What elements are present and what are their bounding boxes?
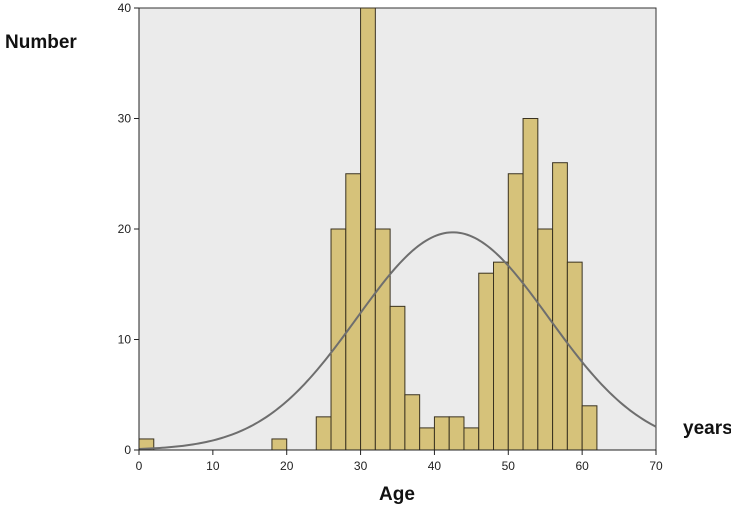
y-tick-label: 20 <box>118 222 132 236</box>
x-tick-label: 20 <box>280 459 294 473</box>
histogram-bar <box>463 427 480 451</box>
histogram-bar <box>478 272 495 451</box>
histogram-bar <box>345 173 362 451</box>
x-axis-unit-label: years <box>683 418 731 439</box>
histogram-bar <box>433 416 450 451</box>
histogram-bar <box>419 427 435 451</box>
bars-group <box>138 7 598 451</box>
histogram-bar <box>581 405 598 451</box>
histogram-bar <box>566 261 583 451</box>
y-tick-label: 40 <box>118 1 132 15</box>
histogram-bar <box>330 228 347 451</box>
axes-group: 0 10 20 30 40 0 10 20 30 40 50 60 70 <box>118 1 663 473</box>
histogram-bar <box>537 228 554 451</box>
histogram-bar <box>360 7 376 451</box>
histogram-bar <box>315 416 332 451</box>
histogram-bar <box>374 228 391 451</box>
x-tick-label: 60 <box>575 459 589 473</box>
x-tick-label: 0 <box>136 459 143 473</box>
y-axis-title: Number <box>5 32 77 53</box>
x-tick-label: 70 <box>649 459 663 473</box>
x-tick-label: 50 <box>502 459 516 473</box>
histogram-bar <box>389 305 406 451</box>
x-tick-label: 10 <box>206 459 220 473</box>
histogram-bar <box>493 261 509 451</box>
histogram-bar <box>522 118 539 451</box>
histogram-bar <box>448 416 465 451</box>
histogram-bar <box>507 173 524 451</box>
y-tick-label: 10 <box>118 333 132 347</box>
x-axis-title: Age <box>379 484 415 505</box>
histogram-bar <box>271 438 288 451</box>
histogram-bar <box>404 394 421 451</box>
y-tick-label: 30 <box>118 112 132 126</box>
x-tick-label: 40 <box>428 459 442 473</box>
normal-curve <box>138 231 657 450</box>
x-tick-label: 30 <box>354 459 368 473</box>
histogram-bar <box>552 162 568 451</box>
y-tick-label: 0 <box>124 443 131 457</box>
